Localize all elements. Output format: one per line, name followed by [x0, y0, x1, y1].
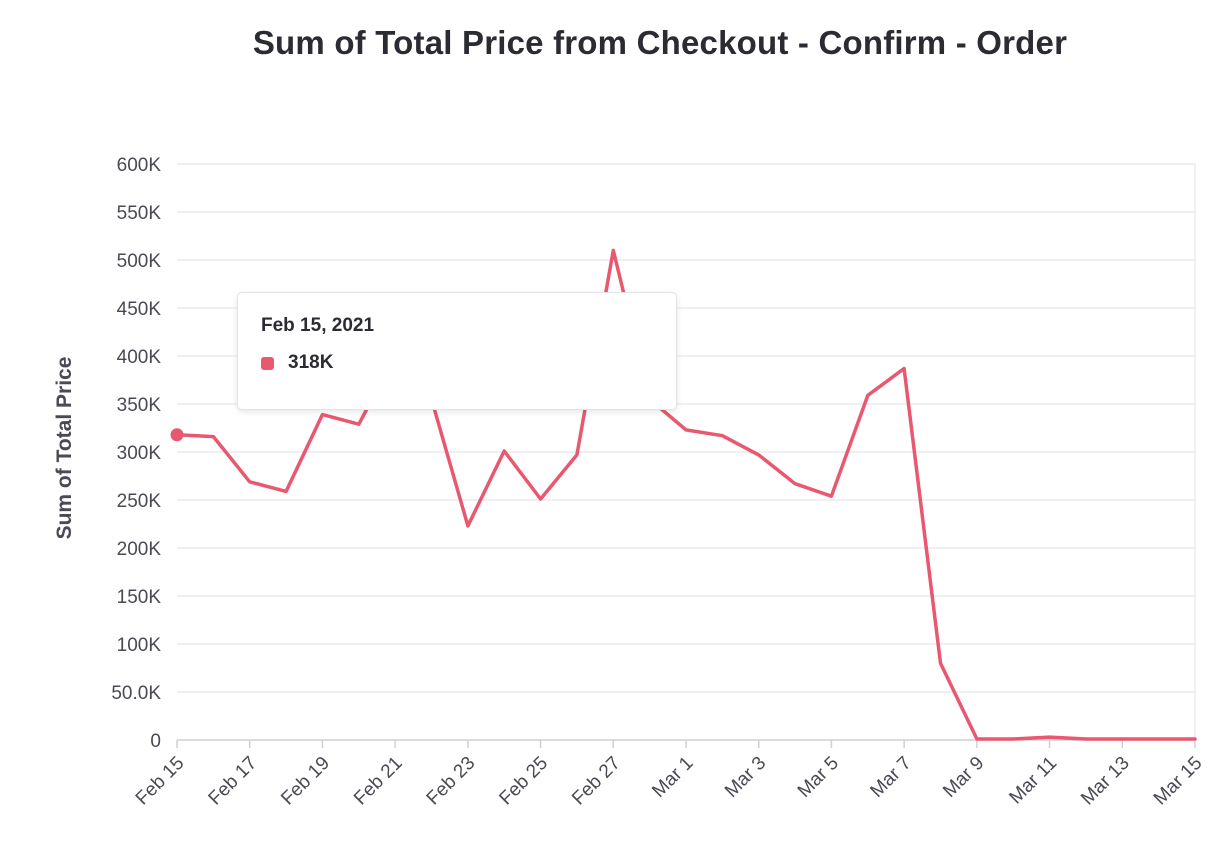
tooltip: Feb 15, 2021 318K	[237, 292, 677, 410]
highlight-point[interactable]	[170, 428, 184, 442]
chart-title: Sum of Total Price from Checkout - Confi…	[252, 24, 1068, 61]
x-tick-label: Mar 1	[648, 753, 697, 802]
y-tick-label: 300K	[117, 443, 162, 464]
y-tick-label: 500K	[117, 251, 162, 272]
x-tick-label: Mar 5	[794, 753, 843, 802]
x-tick-label: Feb 15	[132, 753, 189, 810]
x-tick-label: Mar 7	[866, 753, 915, 802]
x-tick-label: Feb 19	[277, 753, 334, 810]
x-tick-label: Feb 21	[350, 753, 407, 810]
y-tick-label: 50.0K	[111, 683, 161, 704]
y-tick-labels: 0 50.0K 100K 150K 200K 250K 300K 350K 400K 450K 50…	[111, 155, 161, 752]
x-tick-label: Mar 11	[1005, 753, 1061, 809]
axes	[176, 739, 1196, 748]
y-tick-label: 200K	[117, 539, 162, 560]
x-tick-label: Feb 25	[495, 753, 552, 810]
y-tick-label: 100K	[117, 635, 162, 656]
x-tick-labels: Feb 15 Feb 17 Feb 19 Feb 21 Feb 23 Feb 25 Feb …	[132, 753, 1207, 810]
y-tick-label: 350K	[117, 395, 162, 416]
tooltip-value: 318K	[288, 352, 334, 373]
x-tick-label: Feb 17	[205, 753, 262, 810]
y-tick-label: 150K	[117, 587, 162, 608]
y-tick-label: 600K	[117, 155, 162, 176]
y-tick-label: 550K	[117, 203, 162, 224]
y-tick-label: 250K	[117, 491, 162, 512]
y-tick-label: 450K	[117, 299, 162, 320]
y-tick-label: 0	[150, 731, 161, 752]
x-tick-label: Feb 23	[423, 753, 480, 810]
y-tick-label: 400K	[117, 347, 162, 368]
y-axis-label: Sum of Total Price	[53, 357, 76, 540]
x-tick-label: Mar 13	[1077, 753, 1134, 810]
tooltip-swatch	[261, 357, 274, 370]
x-tick-label: Mar 9	[939, 753, 988, 802]
x-tick-label: Mar 3	[721, 753, 770, 802]
tooltip-date: Feb 15, 2021	[261, 315, 375, 336]
x-tick-label: Feb 27	[568, 753, 625, 810]
x-tick-label: Mar 15	[1150, 753, 1207, 810]
series	[170, 248, 1197, 741]
grid-lines	[177, 163, 1196, 740]
series-line	[175, 248, 1197, 741]
